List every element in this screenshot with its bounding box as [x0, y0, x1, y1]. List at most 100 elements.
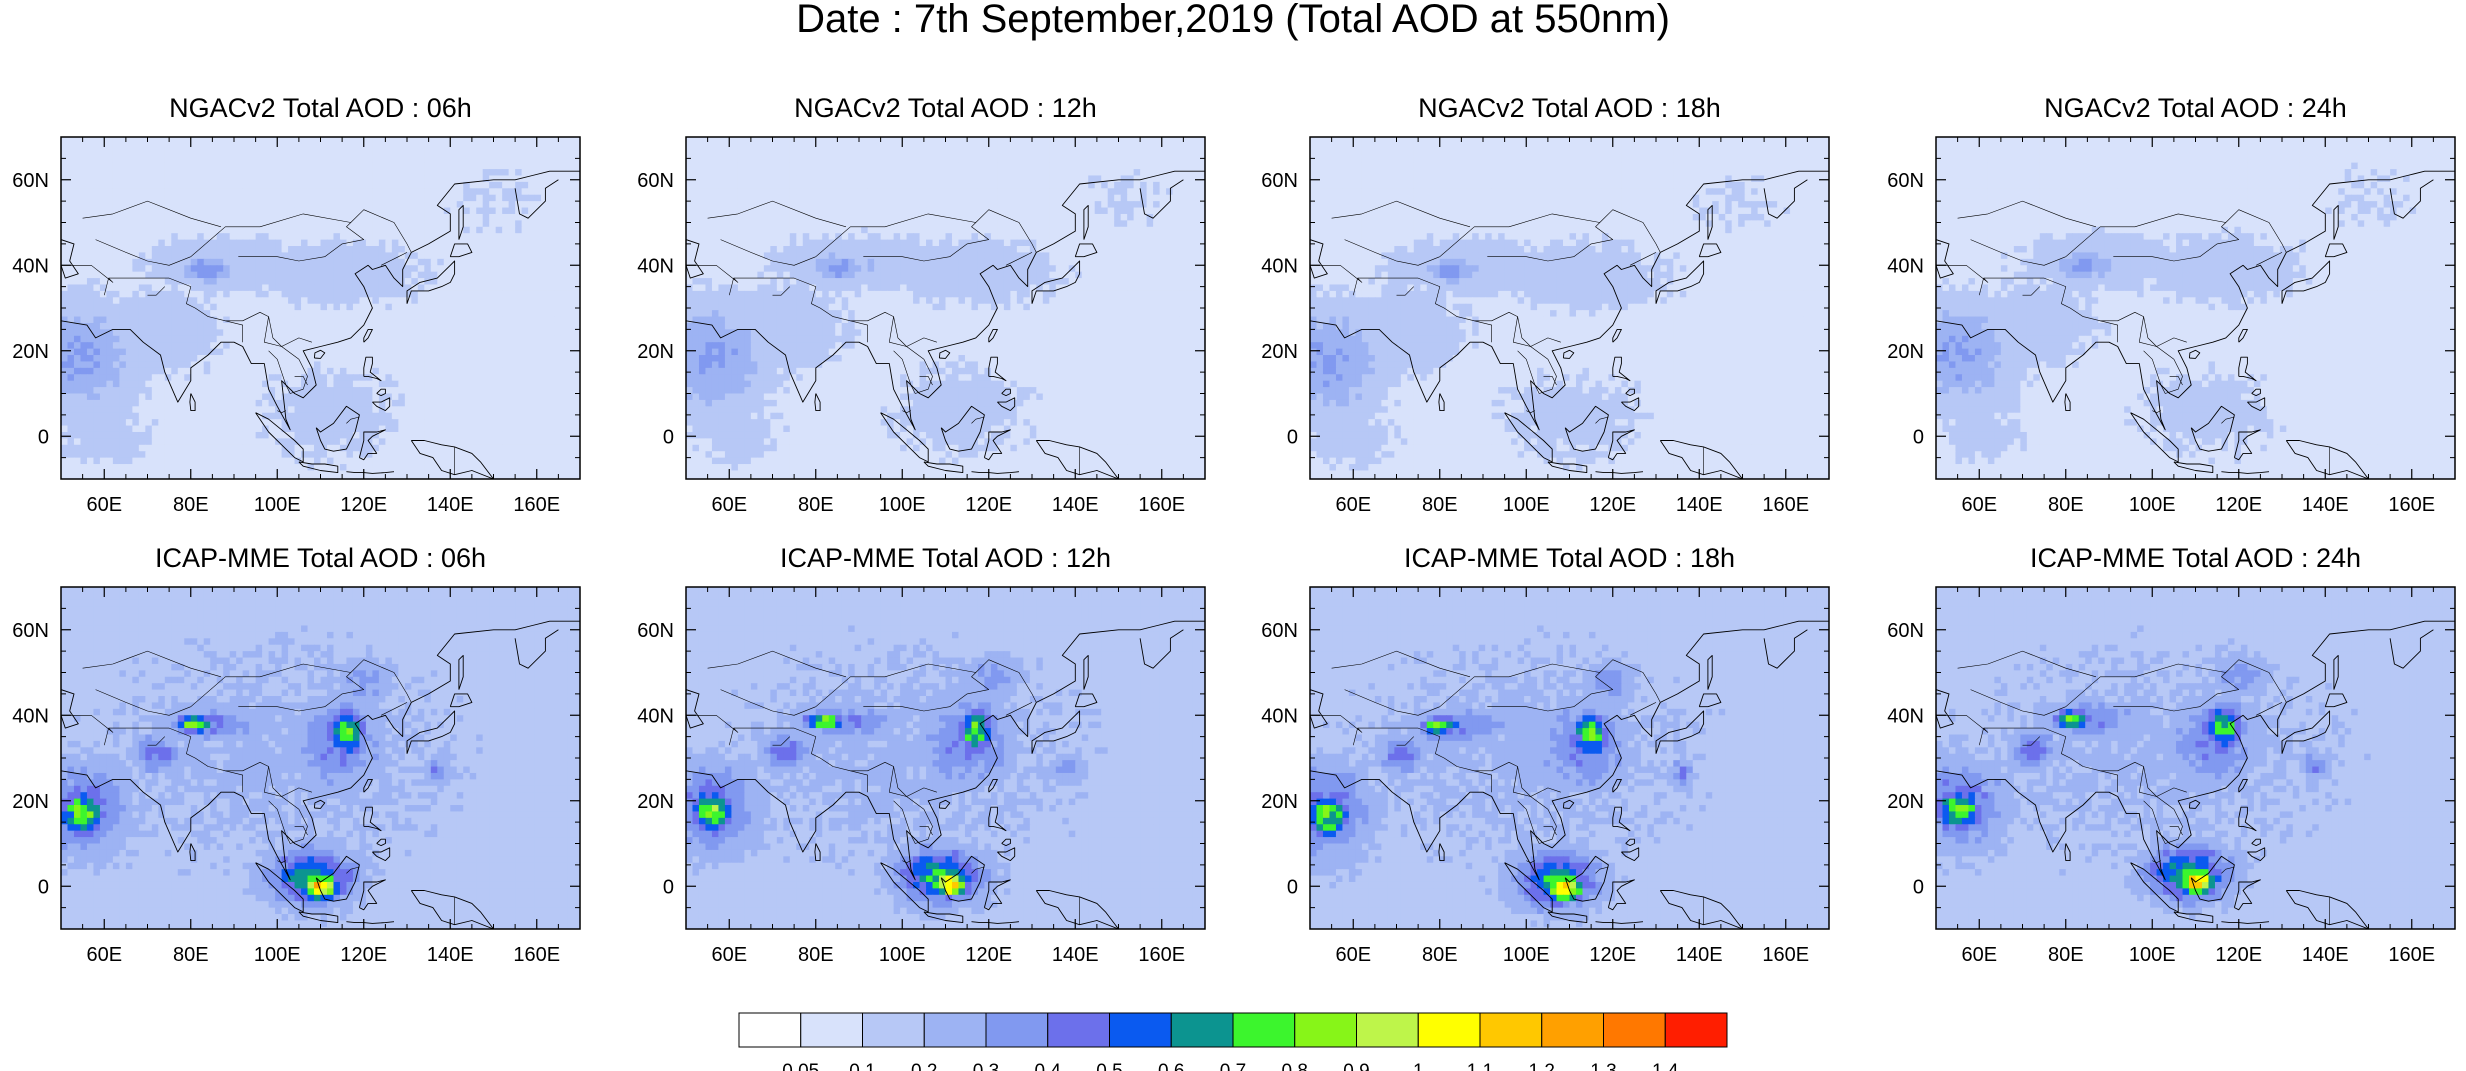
border-7	[1513, 316, 1557, 394]
border-6	[238, 672, 365, 712]
coastline-japan	[1031, 260, 1081, 304]
border-3	[1970, 689, 2066, 716]
coastline-mindanao	[372, 397, 391, 412]
border-10	[1474, 320, 1492, 343]
x-tick-label: 60E	[711, 494, 747, 516]
map-outlines	[1310, 620, 1829, 929]
border-4	[1979, 278, 1984, 296]
border-7	[889, 766, 933, 844]
coastline-kamchatka	[1139, 629, 1184, 669]
colorbar-label: 1	[1413, 1061, 1424, 1071]
border-12	[1331, 650, 1471, 678]
coastline-eurasia-coast	[686, 170, 1205, 431]
x-tick-label: 60E	[1335, 494, 1371, 516]
border-11	[61, 265, 114, 283]
map-outlines	[1936, 170, 2455, 479]
x-tick-label: 140E	[427, 494, 474, 516]
border-10	[850, 770, 868, 793]
coastline-mindanao	[372, 847, 391, 862]
x-tick-label: 100E	[1503, 494, 1550, 516]
x-tick-label: 100E	[879, 944, 926, 966]
coastline-caspian-sea	[686, 239, 704, 279]
colorbar-label: 0.8	[1282, 1061, 1308, 1071]
border-15	[902, 410, 912, 413]
border-1	[733, 727, 937, 797]
coastline-luzon	[2238, 356, 2257, 382]
coastline-mindanao	[1621, 847, 1640, 862]
coastline-java	[923, 461, 964, 474]
y-tick-label: 0	[38, 876, 49, 898]
y-tick-label: 60N	[12, 170, 49, 192]
panel-title: NGACv2 Total AOD : 06h	[169, 93, 472, 123]
border-4	[104, 728, 109, 746]
coastline-sakhalin	[458, 204, 464, 240]
border-4	[104, 278, 109, 296]
coastline-caspian-sea	[1310, 239, 1328, 279]
coastline-sumatra	[255, 862, 304, 913]
border-13	[346, 416, 360, 424]
y-tick-label: 40N	[637, 255, 674, 277]
coastline-luzon	[988, 356, 1007, 382]
border-5	[147, 736, 166, 746]
coastline-mindanao	[2247, 397, 2266, 412]
y-tick-label: 20N	[637, 791, 674, 813]
colorbar-label: 0.4	[1035, 1061, 1062, 1071]
border-8	[2169, 376, 2183, 386]
border-1	[108, 277, 312, 347]
coastline-visayas	[2251, 388, 2261, 397]
coastline-hainan	[1562, 349, 1575, 359]
border-9	[380, 252, 408, 266]
coastline-kamchatka	[1763, 179, 1808, 219]
colorbar-label: 0.05	[782, 1061, 819, 1071]
border-3	[95, 689, 191, 716]
border-12	[1957, 650, 2097, 678]
panel-title: NGACv2 Total AOD : 18h	[1418, 93, 1721, 123]
border-13	[971, 416, 985, 424]
y-tick-label: 0	[1287, 876, 1298, 898]
coastline-new-guinea	[1035, 440, 1119, 479]
map-panel-icap-18: ICAP-MME Total AOD : 18h 60E 80E 100E 120E 14…	[1261, 543, 1830, 966]
border-6	[1487, 672, 1614, 712]
panel-title: ICAP-MME Total AOD : 06h	[155, 543, 486, 573]
x-tick-label: 100E	[2129, 944, 2176, 966]
y-tick-label: 0	[1287, 426, 1298, 448]
border-1	[108, 727, 312, 797]
coastline-lesser-sunda	[2221, 921, 2270, 924]
coastline-visayas	[376, 838, 386, 847]
panels-grid: NGACv2 Total AOD : 06h 60E 80E 100E 120E 140E…	[12, 93, 2456, 966]
border-9	[1005, 702, 1033, 716]
border-8	[1543, 826, 1557, 836]
x-tick-label: 120E	[340, 494, 387, 516]
border-5	[2022, 736, 2041, 746]
coastline-sakhalin	[458, 654, 464, 690]
coastline-new-guinea	[410, 440, 494, 479]
border-9	[1629, 252, 1657, 266]
border-11	[1936, 715, 1989, 733]
x-tick-label: 140E	[1676, 494, 1723, 516]
border-8	[294, 376, 308, 386]
colorbar-box	[738, 1012, 802, 1048]
border-11	[61, 715, 114, 733]
border-3	[1344, 239, 1440, 266]
border-3	[1970, 239, 2066, 266]
border-13	[1595, 866, 1609, 874]
map-outlines	[686, 170, 1205, 479]
coastline-kamchatka	[514, 179, 559, 219]
map-panel-icap-24: ICAP-MME Total AOD : 24h 60E 80E 100E 120E 14…	[1887, 543, 2456, 966]
border-7	[2139, 316, 2183, 394]
border-9	[2255, 702, 2283, 716]
coastline-eurasia-coast	[686, 620, 1205, 881]
aod-field	[686, 587, 1205, 929]
coastline-hainan	[938, 799, 951, 809]
border-4	[1979, 728, 1984, 746]
y-tick-label: 60N	[637, 620, 674, 642]
x-tick-label: 140E	[1676, 944, 1723, 966]
coastline-sri-lanka	[189, 393, 196, 412]
colorbar-label: 0.1	[849, 1061, 875, 1071]
coastline-taiwan	[363, 328, 373, 343]
map-outlines	[1936, 620, 2455, 929]
y-tick-label: 0	[1913, 876, 1924, 898]
aod-field	[61, 587, 580, 929]
coastline-hainan	[313, 349, 326, 359]
